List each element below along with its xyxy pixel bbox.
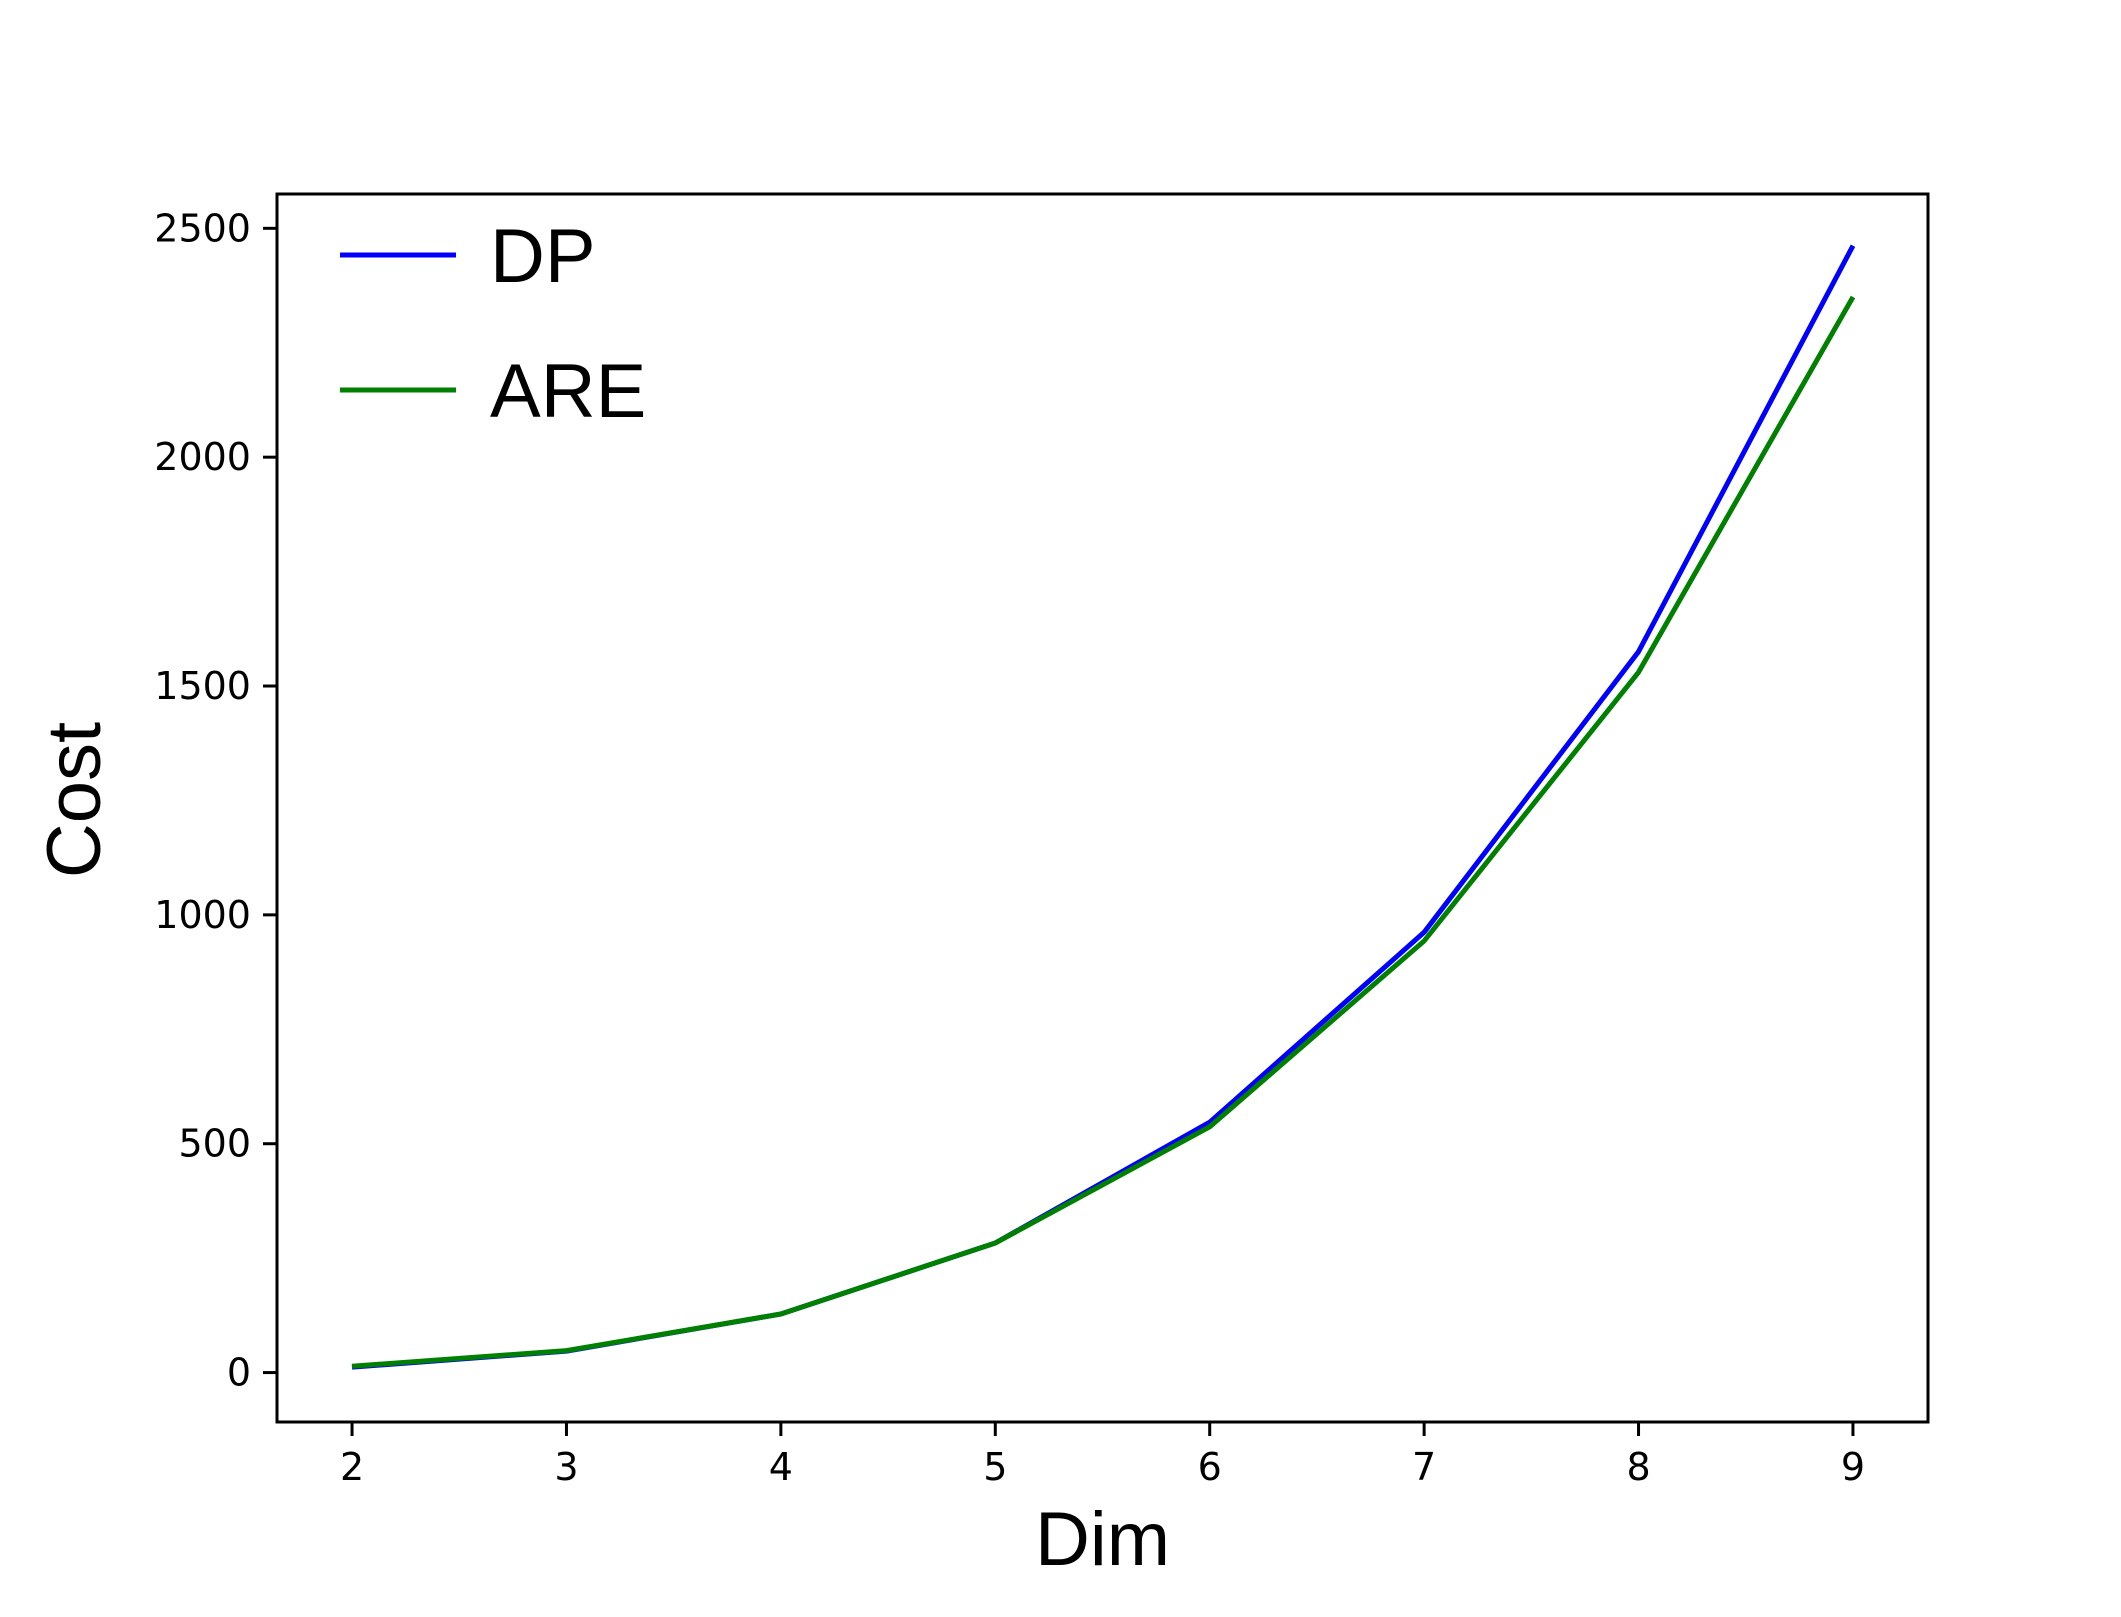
x-tick-label: 5 bbox=[983, 1445, 1007, 1489]
x-tick-label: 4 bbox=[769, 1445, 793, 1489]
y-tick-label: 500 bbox=[178, 1122, 251, 1166]
x-tick-label: 3 bbox=[554, 1445, 578, 1489]
y-axis-ticks: 0 500 1000 1500 2000 2500 bbox=[154, 206, 277, 1395]
series-line-are bbox=[351, 295, 1856, 1369]
y-axis-title: Cost bbox=[32, 722, 117, 878]
x-axis-title: Dim bbox=[1035, 1497, 1170, 1582]
y-tick-label: 1500 bbox=[154, 664, 251, 708]
x-tick-label: 9 bbox=[1841, 1445, 1865, 1489]
y-tick-label: 2500 bbox=[154, 206, 251, 250]
x-tick-label: 7 bbox=[1412, 1445, 1436, 1489]
x-axis-ticks: 2 3 4 5 6 7 8 9 bbox=[340, 1422, 1865, 1489]
y-tick-label: 0 bbox=[227, 1351, 251, 1395]
x-tick-label: 2 bbox=[340, 1445, 364, 1489]
series-layer bbox=[351, 244, 1856, 1370]
legend-label-are: ARE bbox=[490, 349, 646, 434]
y-tick-label: 2000 bbox=[154, 435, 251, 479]
plot-area-frame bbox=[275, 192, 1930, 1424]
legend-label-dp: DP bbox=[490, 214, 596, 299]
x-tick-label: 6 bbox=[1198, 1445, 1222, 1489]
legend: DP ARE bbox=[340, 214, 646, 434]
y-tick-label: 1000 bbox=[154, 893, 251, 937]
x-tick-label: 8 bbox=[1626, 1445, 1650, 1489]
